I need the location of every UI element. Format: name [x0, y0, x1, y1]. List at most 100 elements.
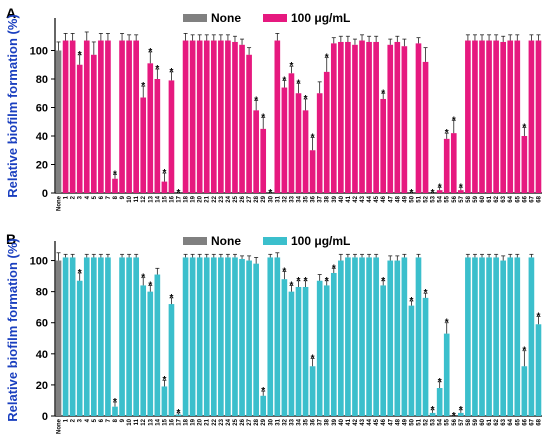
x-tick-label: 56 — [452, 195, 458, 202]
x-tick-label: 39 — [332, 195, 338, 202]
x-tick-label: 43 — [360, 195, 366, 202]
significance-marker: * — [297, 276, 301, 287]
significance-marker: * — [282, 75, 286, 86]
x-tick-label: 19 — [191, 195, 197, 202]
x-tick-label: None — [57, 195, 63, 211]
bar-56 — [450, 133, 457, 193]
bar-59 — [472, 40, 478, 194]
significance-marker: * — [177, 408, 181, 419]
x-tick-label: 1 — [64, 195, 70, 199]
x-tick-label: 62 — [494, 418, 500, 425]
bar-35 — [302, 286, 309, 416]
bar-55 — [443, 333, 450, 416]
x-tick-label: 67 — [529, 418, 535, 425]
x-tick-label: 6 — [99, 418, 105, 422]
x-tick-label: 10 — [127, 195, 133, 202]
x-tick-label: 24 — [226, 418, 232, 425]
x-tick-label: 68 — [536, 195, 542, 202]
bar-11 — [133, 257, 139, 416]
bar-21 — [203, 257, 210, 416]
bar-17 — [175, 414, 182, 416]
y-tick-label: 100 — [30, 256, 48, 268]
x-tick-label: 14 — [155, 195, 161, 202]
significance-marker: * — [113, 397, 117, 408]
significance-marker: * — [289, 61, 293, 72]
significance-marker: * — [424, 288, 428, 299]
x-tick-label: 49 — [402, 195, 408, 202]
bar-57 — [458, 412, 464, 416]
significance-marker: * — [113, 169, 117, 180]
bar-8 — [112, 178, 118, 193]
bar-67 — [528, 40, 535, 194]
significance-marker: * — [148, 47, 152, 58]
bar-52 — [422, 61, 429, 194]
x-tick-label: 35 — [304, 195, 310, 202]
bar-11 — [133, 40, 139, 194]
x-tick-label: 26 — [240, 418, 246, 425]
bar-55 — [443, 138, 450, 193]
significance-marker: * — [409, 188, 413, 199]
bar-61 — [486, 257, 492, 416]
bar-23 — [218, 40, 224, 194]
x-tick-label: 1 — [64, 418, 70, 422]
x-tick-label: 17 — [177, 418, 183, 425]
bar-12 — [140, 285, 147, 416]
x-tick-label: 14 — [155, 418, 161, 425]
x-tick-label: 55 — [445, 195, 451, 202]
significance-marker: * — [141, 273, 145, 284]
x-tick-label: 34 — [297, 195, 303, 202]
bar-29 — [260, 128, 267, 193]
bar-39 — [330, 43, 337, 193]
significance-marker: * — [78, 268, 82, 279]
x-tick-label: 40 — [339, 195, 345, 202]
bar-20 — [196, 257, 203, 416]
x-tick-label: 50 — [409, 195, 415, 202]
x-tick-label: 31 — [275, 418, 281, 425]
significance-marker: * — [438, 377, 442, 388]
bar-50 — [408, 305, 415, 416]
legend-swatch-treated — [263, 14, 287, 22]
bar-8 — [112, 406, 118, 416]
significance-marker: * — [282, 266, 286, 277]
x-tick-label: 45 — [374, 418, 380, 425]
y-tick-label: 80 — [36, 74, 48, 86]
x-tick-label: 9 — [120, 195, 126, 199]
y-tick-label: 0 — [42, 188, 48, 200]
x-tick-label: 52 — [424, 418, 430, 425]
bar-63 — [500, 260, 507, 416]
bar-19 — [189, 257, 196, 416]
legend-swatch-none — [183, 237, 207, 245]
panel-label: B — [6, 231, 16, 247]
bar-14 — [154, 79, 161, 193]
x-tick-label: 24 — [226, 195, 232, 202]
x-tick-label: 61 — [487, 418, 493, 425]
x-tick-label: 51 — [416, 418, 422, 425]
bar-44 — [366, 257, 372, 416]
bar-37 — [316, 280, 323, 416]
x-tick-label: 66 — [522, 418, 528, 425]
bar-3 — [76, 280, 83, 416]
bar-66 — [521, 136, 528, 193]
bar-64 — [507, 257, 514, 416]
y-tick-label: 40 — [36, 131, 48, 143]
x-tick-label: 31 — [275, 195, 281, 202]
bar-59 — [472, 257, 478, 416]
y-tick-label: 100 — [30, 46, 48, 58]
x-tick-label: 22 — [212, 195, 218, 202]
bar-27 — [246, 54, 252, 194]
bar-12 — [140, 97, 147, 193]
x-tick-label: 38 — [325, 418, 331, 425]
x-tick-label: 17 — [177, 195, 183, 202]
bar-57 — [458, 190, 464, 193]
bar-9 — [119, 257, 125, 416]
bar-7 — [105, 257, 111, 416]
bar-48 — [394, 260, 401, 416]
y-tick-label: 0 — [42, 411, 48, 423]
x-tick-label: 66 — [522, 195, 528, 202]
x-tick-label: 8 — [113, 418, 119, 422]
x-tick-label: 53 — [431, 418, 437, 425]
significance-marker: * — [452, 411, 456, 422]
significance-marker: * — [141, 81, 145, 92]
bar-41 — [345, 257, 351, 416]
